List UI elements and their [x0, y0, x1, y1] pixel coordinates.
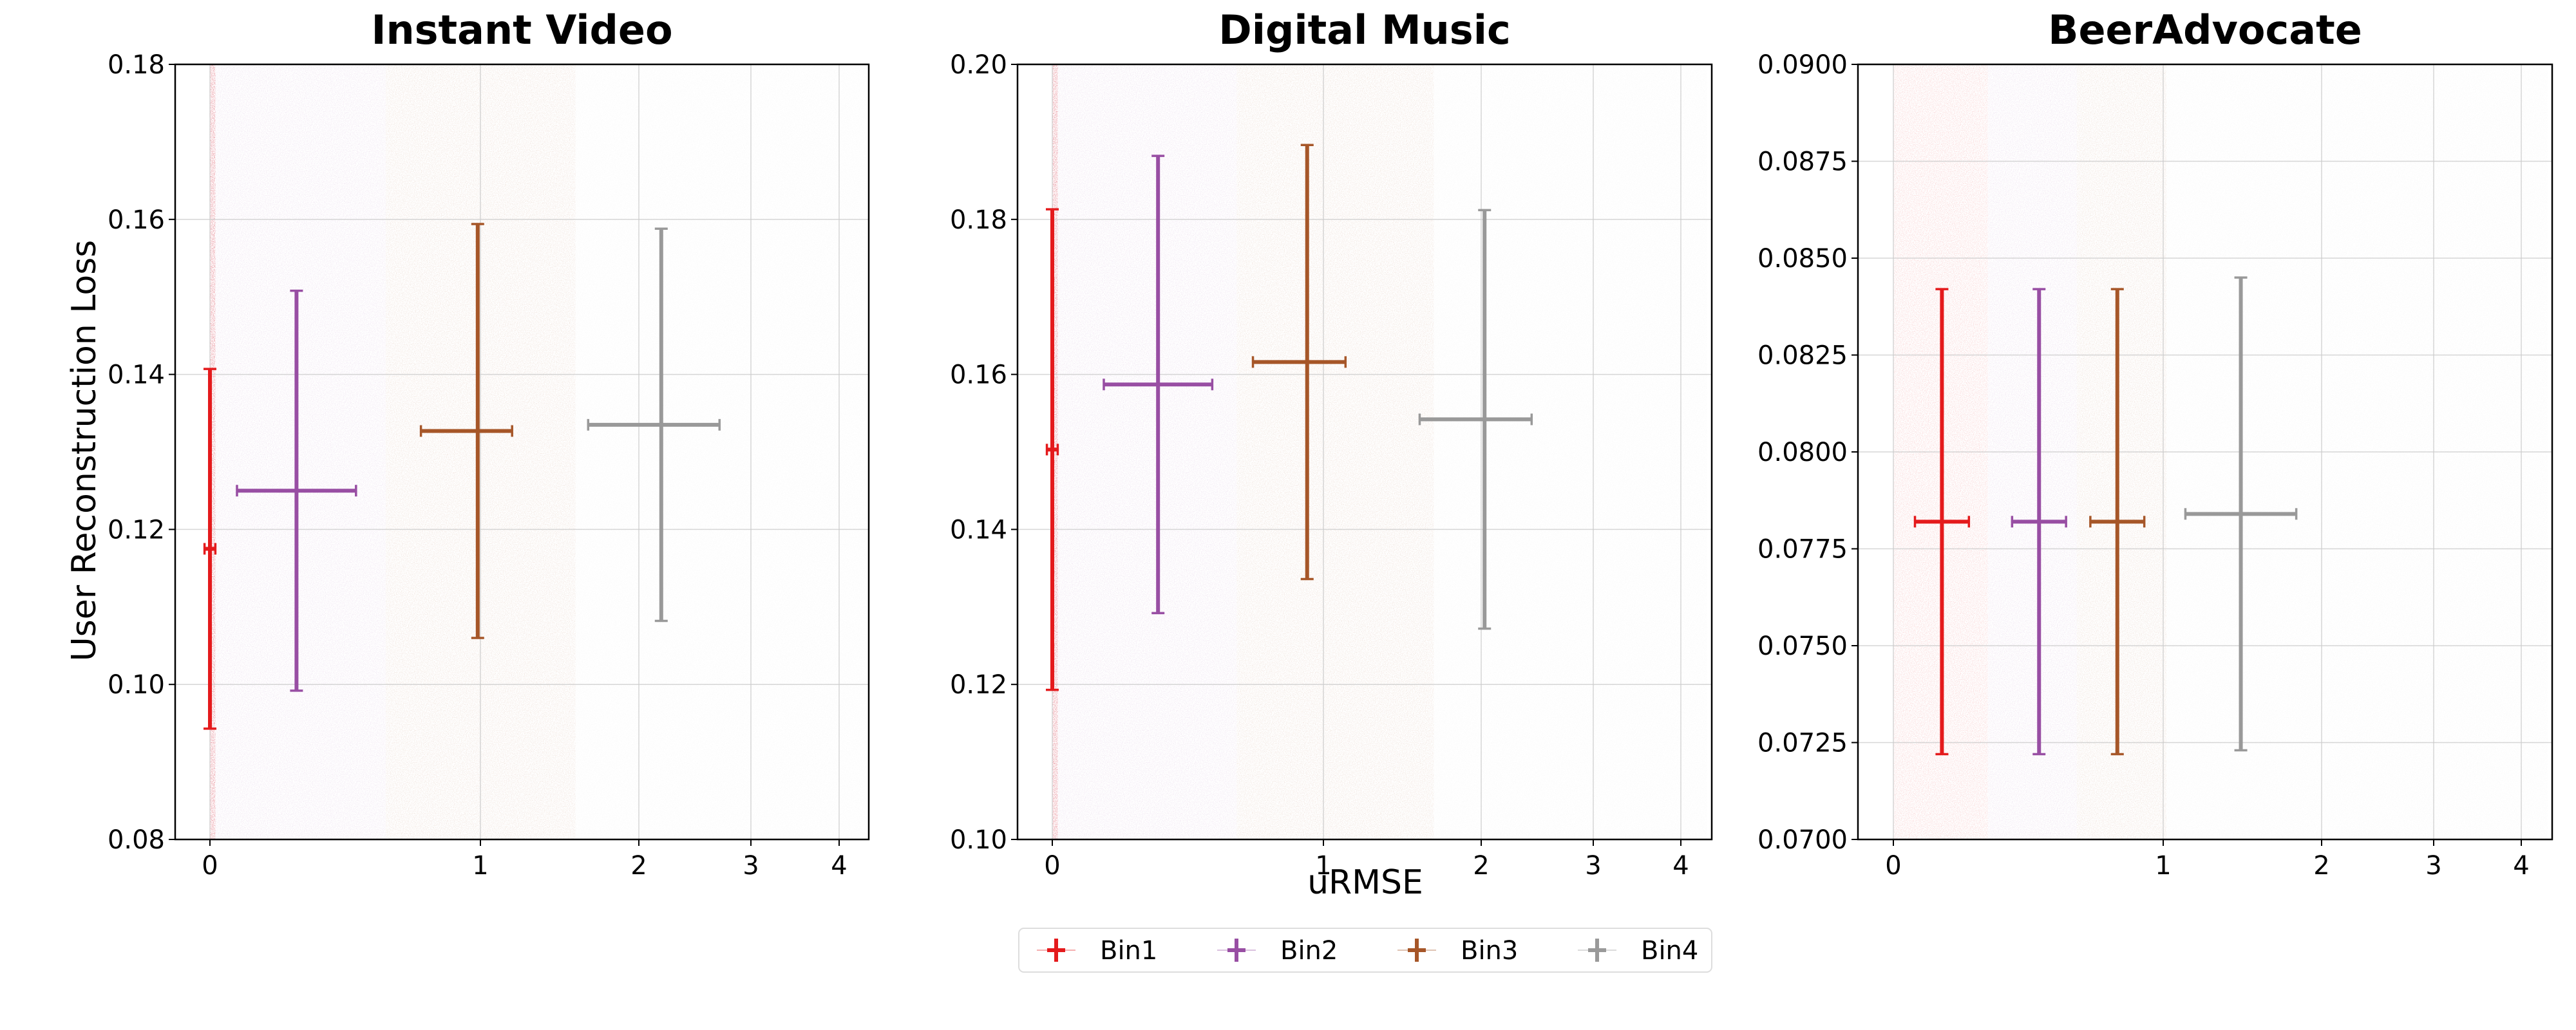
y-tick-label: 0.12 [950, 670, 1007, 700]
errorbar-bin3 [1251, 144, 1347, 581]
errorbar-bin1 [1045, 208, 1059, 691]
y-tick-label: 0.0875 [1757, 147, 1848, 177]
errorbar-bin2 [1103, 154, 1214, 615]
y-tick-label: 0.08 [108, 825, 165, 855]
x-tick-label: 2 [1473, 851, 1489, 881]
y-tick-label: 0.0850 [1757, 244, 1848, 274]
y-tick-label: 0.16 [108, 205, 165, 235]
y-tick-label: 0.18 [108, 50, 165, 80]
x-tick-label: 4 [1672, 851, 1689, 881]
legend-item-bin1: Bin1 [1037, 936, 1157, 966]
y-tick-label: 0.18 [950, 205, 1007, 235]
errorbar-bin1 [203, 368, 217, 730]
chart-panel-3: 0.0700 0.0725 0.0750 0.0775 0.0800 0.0825 0.08… [1757, 6, 2553, 881]
legend-box [1018, 928, 1712, 973]
scatter-cloud [1052, 64, 1707, 839]
errorbar-bin4 [1418, 209, 1533, 630]
y-tick-label: 0.14 [950, 515, 1007, 545]
x-tick-label: 1 [2155, 851, 2171, 881]
legend-label: Bin4 [1641, 936, 1698, 966]
scatter-points-bin2 [1052, 64, 1237, 839]
y-axis-label: User Reconstruction Loss [65, 240, 104, 662]
scatter-cloud [210, 64, 866, 839]
chart-title: Instant Video [371, 6, 672, 53]
x-tick-label: 2 [2313, 851, 2329, 881]
errorbar-bin4 [2184, 276, 2298, 752]
x-tick-label: 0 [1044, 851, 1060, 881]
chart-panels: 0.08 0.10 0.12 0.14 0.16 0.18 0 1 2 3 4 Instant Vid… [108, 6, 2553, 881]
legend-label: Bin1 [1100, 936, 1157, 966]
y-tick-label: 0.14 [108, 360, 165, 390]
x-tick-label: 4 [831, 851, 847, 881]
y-tick-label: 0.0800 [1757, 438, 1848, 467]
legend-item-bin2: Bin2 [1217, 936, 1338, 966]
legend-item-bin3: Bin3 [1397, 936, 1518, 966]
x-tick-label: 1 [472, 851, 488, 881]
x-tick-label: 3 [1585, 851, 1601, 881]
scatter-points-bin3 [1236, 64, 1434, 839]
y-tick-label: 0.0750 [1757, 632, 1848, 661]
grid [1858, 64, 2552, 840]
y-tick-label: 0.20 [950, 50, 1007, 80]
axes-frame [1016, 63, 1713, 841]
x-tick-label: 3 [743, 851, 759, 881]
legend: Bin1 Bin2 Bin3 Bin4 [1018, 928, 1712, 973]
x-tick-label: 0 [202, 851, 218, 881]
y-tick-label: 0.10 [108, 670, 165, 700]
x-axis-label: uRMSE [1307, 863, 1423, 902]
y-tick-label: 0.16 [950, 360, 1007, 390]
errorbar-bin3 [419, 223, 513, 639]
axes-frame [174, 63, 870, 841]
legend-item-bin4: Bin4 [1578, 936, 1698, 966]
x-tick-label: 3 [2425, 851, 2441, 881]
legend-label: Bin2 [1280, 936, 1338, 966]
scatter-points-bin4 [576, 64, 866, 839]
chart-panel-1: 0.08 0.10 0.12 0.14 0.16 0.18 0 1 2 3 4 Instant Vid… [108, 6, 870, 881]
x-tick-label: 4 [2513, 851, 2529, 881]
errorbar-bin4 [587, 227, 721, 623]
y-tick-label: 0.0825 [1757, 341, 1848, 371]
x-tick-label: 0 [1885, 851, 1901, 881]
y-tick-label: 0.0775 [1757, 535, 1848, 565]
errorbar-bin2 [236, 289, 357, 692]
chart-title: Digital Music [1218, 6, 1510, 53]
y-tick-label: 0.0700 [1757, 825, 1848, 855]
y-tick-label: 0.10 [950, 825, 1007, 855]
legend-label: Bin3 [1461, 936, 1518, 966]
y-tick-label: 0.12 [108, 515, 165, 545]
errorbar-bin2 [2011, 288, 2067, 756]
y-tick-label: 0.0725 [1757, 729, 1848, 758]
x-tick-label: 2 [630, 851, 647, 881]
errorbar-bin1 [1913, 288, 1971, 756]
chart-panel-2: 0.10 0.12 0.14 0.16 0.18 0.20 0 1 2 3 4 Digital Mus… [950, 6, 1713, 881]
x-tick-label: 1 [1315, 851, 1331, 881]
y-tick-label: 0.0900 [1757, 50, 1848, 80]
errorbar-bin3 [2089, 288, 2146, 756]
scatter-points-bin4 [1434, 64, 1707, 839]
chart-title: BeerAdvocate [2048, 6, 2362, 53]
